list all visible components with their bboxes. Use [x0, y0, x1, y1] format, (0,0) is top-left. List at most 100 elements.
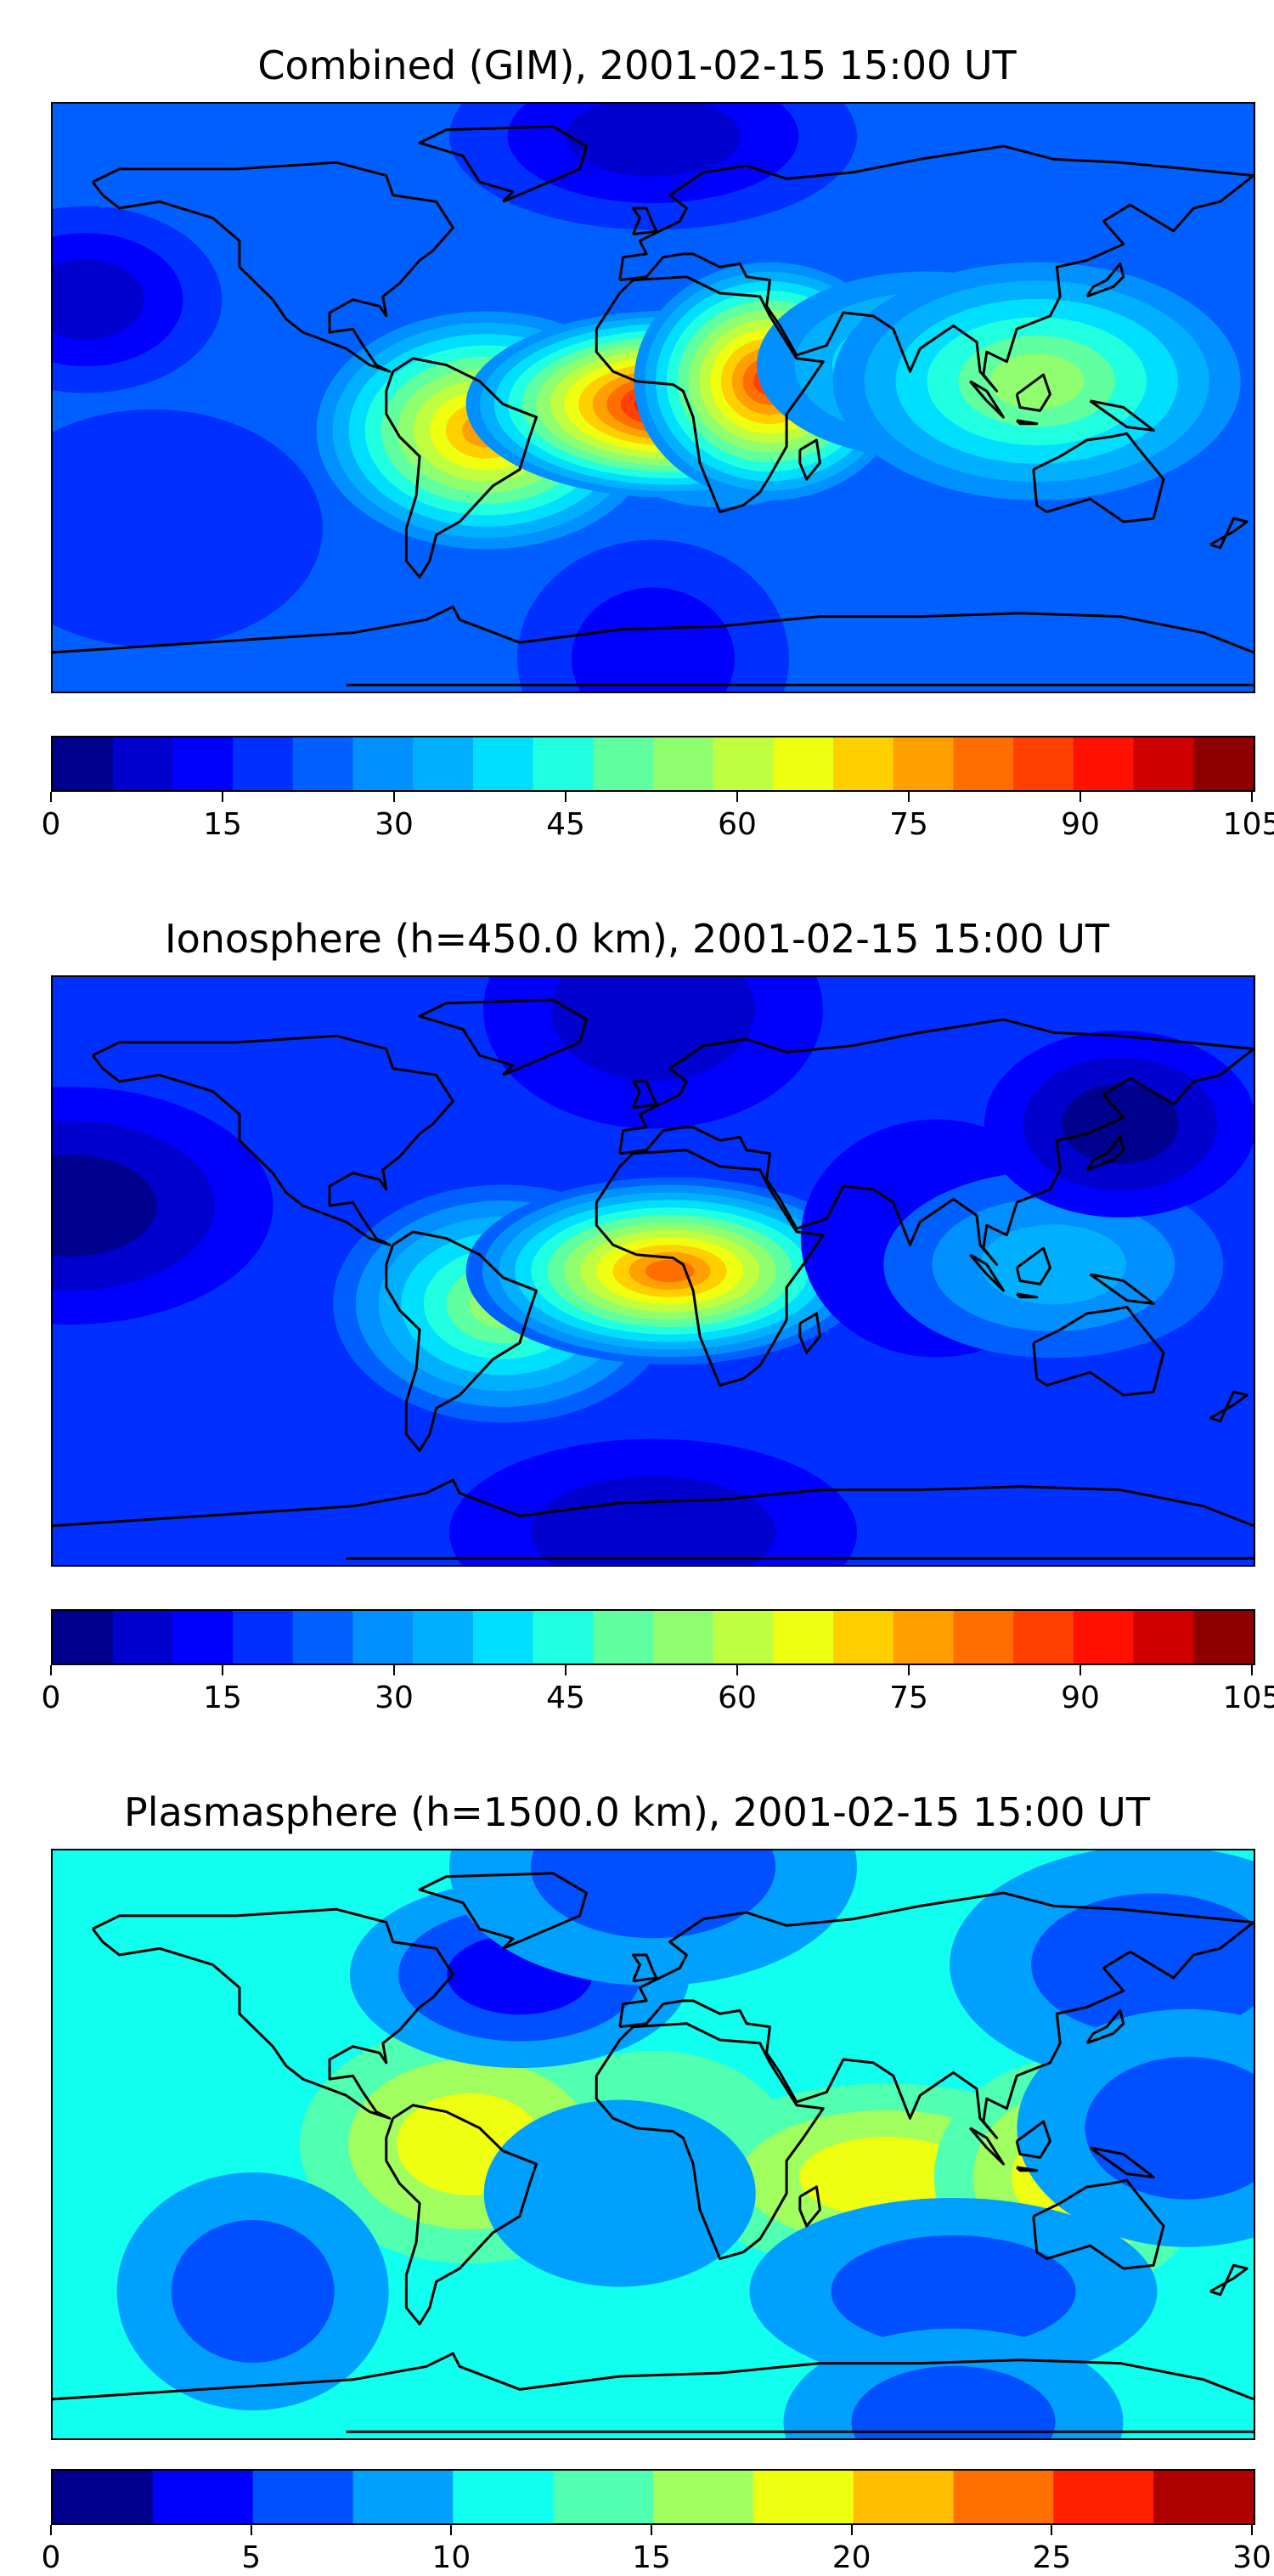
- colorbar-tick: [50, 2525, 52, 2535]
- coastline: [1085, 2008, 1125, 2045]
- colorbar-swatch: [472, 1611, 534, 1664]
- coastline: [618, 144, 1254, 393]
- colorbar-tick-label: 5: [241, 2540, 262, 2575]
- coastline: [1015, 2120, 1051, 2159]
- coastline: [631, 1953, 658, 1983]
- colorbar-tick-label: 30: [375, 807, 414, 842]
- coastline: [418, 1872, 588, 1950]
- coastline: [385, 357, 538, 579]
- coastline: [1032, 2178, 1165, 2270]
- colorbar-combined: [51, 736, 1255, 792]
- colorbar-tick-label: 60: [718, 1681, 757, 1715]
- colorbar-tick: [736, 792, 738, 802]
- colorbar-swatch: [953, 2471, 1054, 2523]
- colorbar-tick: [1051, 2525, 1053, 2535]
- colorbar-swatch: [233, 737, 294, 790]
- colorbar-swatch: [112, 1611, 173, 1664]
- coastline: [385, 1230, 538, 1452]
- contour-indian-ocean-high: [799, 2137, 974, 2217]
- coastline: [1089, 399, 1155, 432]
- colorbar-swatch: [352, 2471, 454, 2523]
- colorbar-ticks: 0 15 30 45 60 75 90 105: [42, 792, 1274, 843]
- contour-north-pacific-low: [53, 259, 144, 340]
- colorbar-swatch: [853, 2471, 954, 2523]
- colorbar-plasmasphere: [51, 2469, 1255, 2525]
- colorbar-tick-label: 15: [632, 2540, 671, 2575]
- tec-map-svg: [53, 104, 1254, 692]
- contour-polar-low-north: [566, 104, 741, 177]
- colorbar-tick-label: 15: [203, 807, 242, 842]
- colorbar-swatch: [833, 1611, 894, 1664]
- coastline: [418, 125, 588, 203]
- colorbar-swatch: [1193, 737, 1254, 790]
- coastline: [798, 438, 821, 481]
- contour-south-pacific-low: [171, 2220, 335, 2363]
- coastline: [1032, 1305, 1165, 1397]
- colorbar-tick-label: 90: [1061, 1681, 1100, 1715]
- coastline: [418, 998, 588, 1076]
- coastline: [1015, 1246, 1051, 1285]
- colorbar-swatch: [292, 737, 353, 790]
- coastline: [1209, 517, 1249, 550]
- colorbar-swatch: [292, 1611, 353, 1664]
- coastline: [1209, 2263, 1249, 2296]
- contour-asia-pacific-band: [980, 1224, 1127, 1305]
- coastline: [1209, 1390, 1249, 1423]
- coastline: [91, 161, 454, 373]
- coastline: [595, 2022, 825, 2261]
- chart-title: Ionosphere (h=450.0 km), 2001-02-15 15:0…: [165, 916, 1109, 962]
- colorbar-svg: [53, 1611, 1254, 1664]
- colorbar-swatch: [953, 737, 1014, 790]
- coastline: [618, 1891, 1254, 2139]
- colorbar-tick-label: 105: [1222, 807, 1274, 842]
- colorbar-tick: [450, 2525, 453, 2535]
- colorbar-tick: [393, 1665, 395, 1675]
- colorbar-swatch: [1013, 737, 1074, 790]
- colorbar-tick-label: 45: [546, 807, 585, 842]
- colorbar-swatch: [453, 2471, 554, 2523]
- colorbar-tick-label: 45: [546, 1681, 585, 1715]
- colorbar-tick: [1080, 1665, 1081, 1675]
- coastline: [53, 605, 1254, 654]
- colorbar-tick: [565, 792, 567, 802]
- colorbar-swatch: [653, 1611, 714, 1664]
- colorbar-tick: [50, 792, 52, 802]
- colorbar-tick: [222, 1665, 223, 1675]
- colorbar-tick-label: 30: [1232, 2540, 1271, 2575]
- contour-north-pacific-low: [53, 1155, 157, 1257]
- colorbar-swatch: [1133, 1611, 1194, 1664]
- colorbar-tick-label: 75: [889, 1681, 928, 1715]
- colorbar-swatch: [713, 737, 774, 790]
- coastline: [1016, 2166, 1039, 2172]
- colorbar-tick: [222, 792, 223, 802]
- chart-title: Plasmasphere (h=1500.0 km), 2001-02-15 1…: [124, 1789, 1150, 1835]
- colorbar-swatch: [593, 737, 654, 790]
- coastline: [1085, 1135, 1125, 1172]
- colorbar-swatch: [172, 1611, 234, 1664]
- colorbar-swatch: [53, 737, 114, 790]
- colorbar-swatch: [713, 1611, 774, 1664]
- colorbar-tick-label: 0: [41, 1681, 61, 1715]
- coastline: [1016, 419, 1039, 426]
- coastline: [595, 275, 825, 514]
- colorbar-tick-label: 0: [41, 807, 61, 842]
- colorbar-swatch: [893, 737, 954, 790]
- colorbar-swatch: [593, 1611, 654, 1664]
- colorbar-tick: [908, 1665, 910, 1675]
- coastline: [53, 2352, 1254, 2401]
- colorbar-tick-label: 15: [203, 1681, 242, 1715]
- colorbar-ticks: 0 15 30 45 60 75 90 105: [42, 1665, 1274, 1716]
- colorbar-swatch: [352, 737, 414, 790]
- colorbar-tick: [1251, 1665, 1253, 1675]
- colorbar-tick: [908, 792, 910, 802]
- colorbar-tick-label: 30: [375, 1681, 414, 1715]
- colorbar-tick: [651, 2525, 652, 2535]
- colorbar-swatch: [1073, 1611, 1135, 1664]
- colorbar-tick: [1251, 2525, 1253, 2535]
- coastline: [618, 1018, 1254, 1266]
- colorbar-tick: [250, 2525, 252, 2535]
- contour-africa-peak: [645, 1259, 695, 1283]
- colorbar-swatch: [893, 1611, 954, 1664]
- coastline: [1089, 2146, 1155, 2178]
- coastline: [968, 1253, 1005, 1292]
